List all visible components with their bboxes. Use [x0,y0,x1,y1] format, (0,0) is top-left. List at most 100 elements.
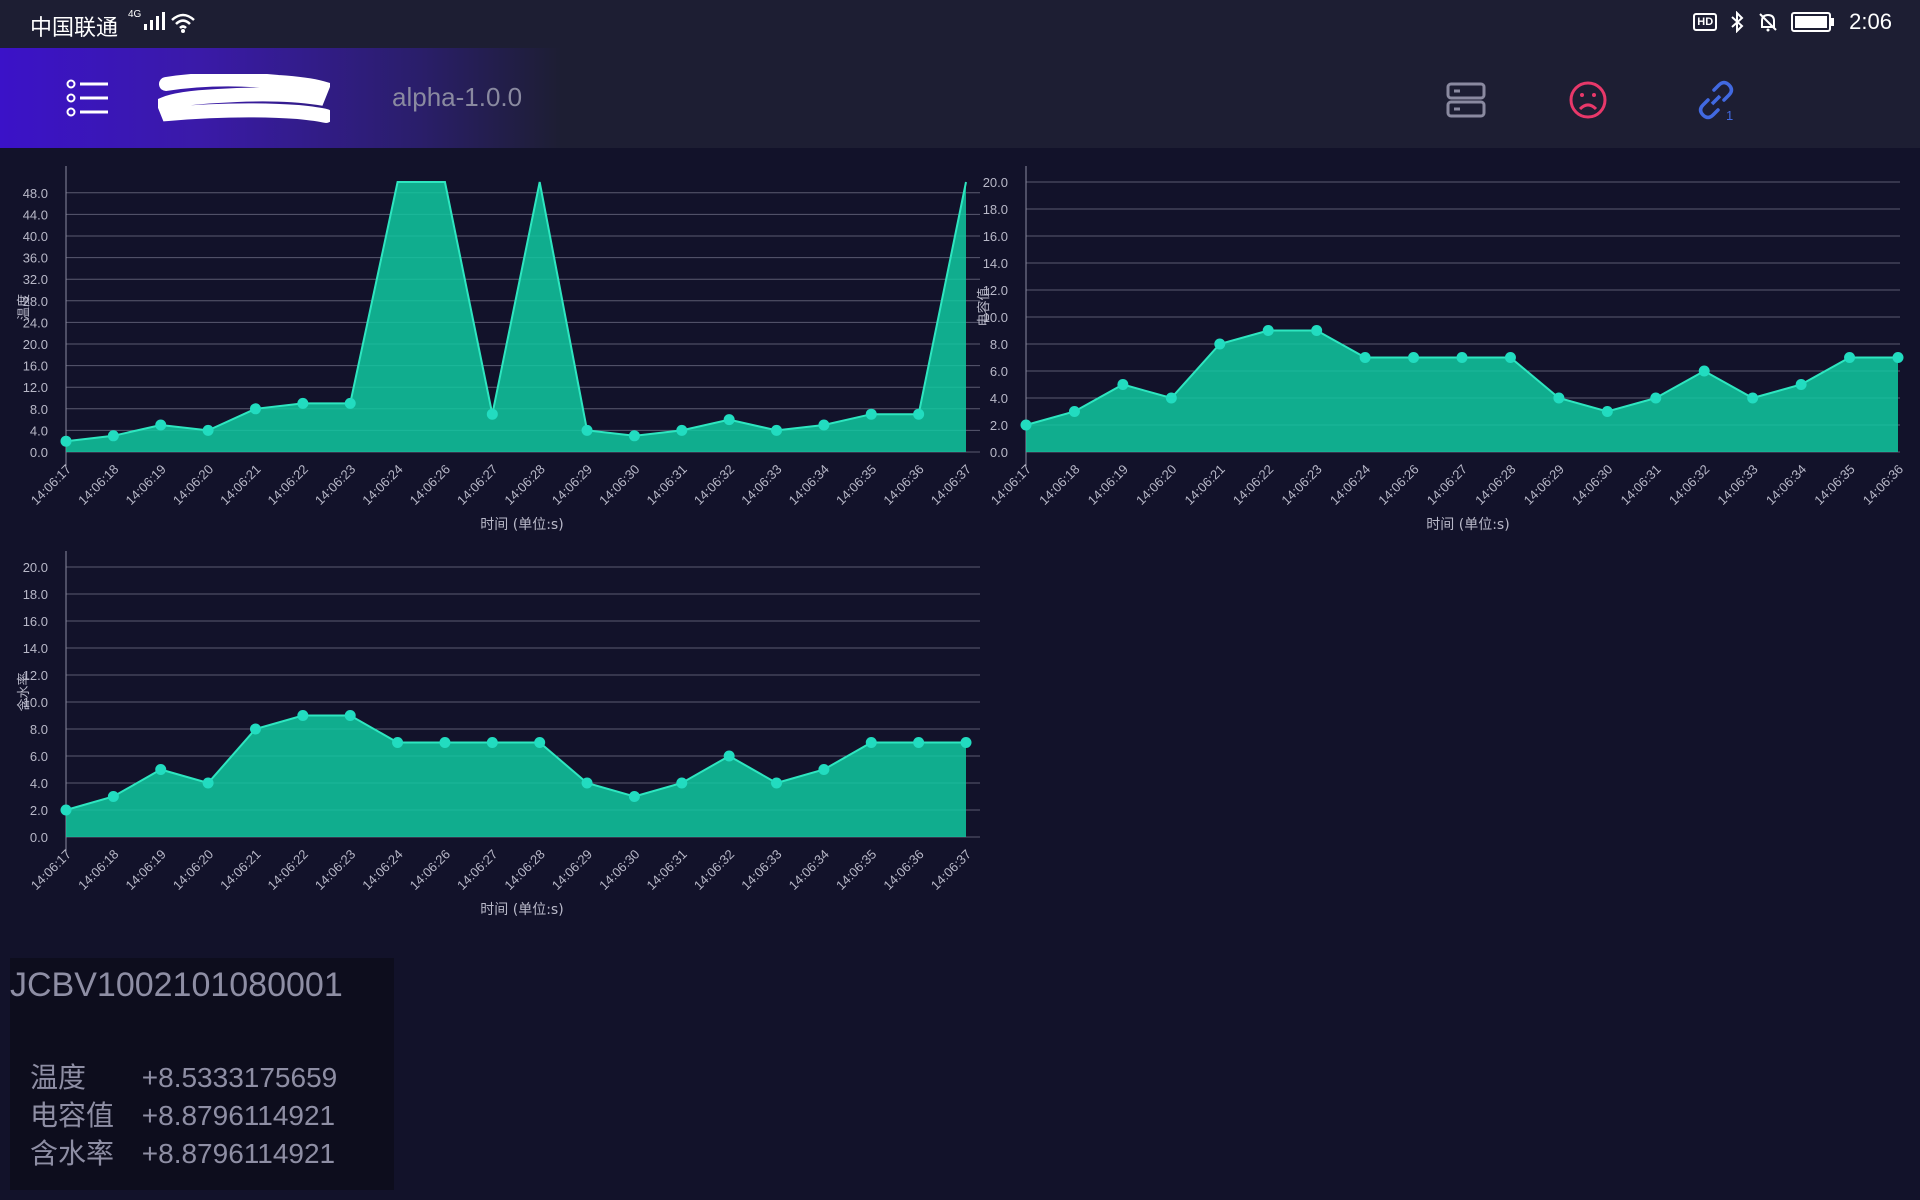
x-axis-title: 时间 (单位:s) [480,902,563,918]
y-tick-label: 2.0 [30,803,48,818]
link-count: 1 [1726,108,1733,122]
data-point [818,764,830,775]
x-tick-label: 14:06:18 [75,462,121,508]
x-tick-label: 14:06:28 [1472,462,1518,508]
x-tick-label: 14:06:20 [170,462,216,508]
x-tick-label: 14:06:27 [454,462,500,508]
x-tick-label: 14:06:17 [988,462,1034,508]
x-tick-label: 14:06:19 [1085,462,1131,508]
data-point [628,791,640,802]
y-tick-label: 20.0 [23,560,48,575]
x-tick-label: 14:06:34 [786,847,832,893]
data-point [202,777,214,789]
x-tick-label: 14:06:21 [217,847,263,893]
reading-value: +8.5333175659 [141,1062,338,1093]
x-tick-label: 14:06:23 [312,462,358,508]
clock: 2:06 [1849,9,1892,34]
y-tick-label: 24.0 [23,315,48,330]
server-icon[interactable] [1444,78,1488,122]
x-tick-label: 14:06:33 [1714,462,1760,508]
y-axis-label: 温度 [16,294,32,320]
data-point [392,737,404,748]
app-header: alpha-1.0.0 1 [0,48,1920,148]
menu-icon[interactable] [66,76,112,120]
y-axis-label: 电容值 [976,287,992,326]
x-tick-label: 14:06:21 [1182,462,1228,508]
chart-svg: 0.0 2.0 4.0 6.0 8.0 10.0 12.0 14.0 16.0 18.0 20.0 含… [16,551,980,918]
data-point [249,723,261,735]
y-tick-label: 8.0 [990,337,1008,352]
reading-row-capacitance: 电容值 +8.8796114921 [30,1094,335,1134]
x-tick-label: 14:06:29 [549,462,595,508]
data-point [1747,392,1759,404]
x-tick-label: 14:06:30 [596,462,642,508]
device-info-panel: JCBV1002101080001 温度 +8.5333175659 电容值 +… [10,958,394,1190]
data-point [1504,352,1516,363]
x-tick-label: 14:06:26 [407,847,453,893]
y-tick-label: 0.0 [990,445,1008,460]
data-point [297,710,309,721]
reading-row-moisture: 含水率 +8.8796114921 [30,1132,335,1172]
x-tick-label: 14:06:17 [28,847,74,893]
data-point [581,424,593,436]
y-axis-label: 含水率 [16,672,32,711]
link-icon[interactable]: 1 [1694,78,1738,122]
data-point [581,777,593,789]
data-point [486,737,498,748]
y-tick-label: 8.0 [30,722,48,737]
data-point [1698,365,1710,377]
data-point [1262,325,1274,336]
x-tick-label: 14:06:19 [122,847,168,893]
x-tick-label: 14:06:31 [1618,462,1664,508]
reading-label: 温度 [30,1062,87,1093]
y-tick-label: 20.0 [983,175,1008,190]
x-tick-label: 14:06:23 [1278,462,1324,508]
y-tick-label: 10.0 [23,695,48,710]
y-tick-label: 4.0 [30,776,48,791]
data-point [1359,352,1371,363]
x-tick-label: 14:06:21 [217,462,263,508]
x-tick-label: 14:06:30 [1569,462,1615,508]
network-type: 4G [128,9,142,20]
x-tick-label: 14:06:22 [265,847,311,893]
y-tick-label: 12.0 [983,283,1008,298]
reading-value: +8.8796114921 [141,1100,336,1131]
y-tick-label: 8.0 [30,402,48,417]
y-tick-label: 18.0 [23,587,48,602]
x-tick-label: 14:06:35 [1811,462,1857,508]
y-tick-label: 18.0 [983,202,1008,217]
x-tick-label: 14:06:28 [501,847,547,893]
y-tick-label: 20.0 [23,337,48,352]
y-tick-label: 4.0 [990,391,1008,406]
x-tick-label: 14:06:32 [691,847,737,893]
data-point [344,397,356,409]
data-point [865,408,877,420]
data-point [155,764,167,775]
sad-face-icon[interactable] [1566,78,1610,122]
x-tick-label: 14:06:18 [75,847,121,893]
data-point [1456,352,1468,363]
x-tick-label: 14:06:28 [501,462,547,508]
capacitance-chart: 0.0 2.0 4.0 6.0 8.0 10.0 12.0 14.0 16.0 18.0 20.0 电… [960,152,1920,533]
x-tick-label: 14:06:34 [786,462,832,508]
x-tick-label: 14:06:33 [738,847,784,893]
data-point [107,791,119,802]
y-tick-label: 16.0 [23,359,48,374]
moisture-chart: 0.0 2.0 4.0 6.0 8.0 10.0 12.0 14.0 16.0 18.0 20.0 含… [0,537,980,918]
data-point [249,403,261,415]
x-tick-label: 14:06:32 [691,462,737,508]
bell-off-icon [1759,13,1777,32]
y-tick-label: 36.0 [23,251,48,266]
reading-label: 含水率 [30,1138,115,1169]
area-fill [1026,330,1898,452]
x-tick-label: 14:06:31 [644,847,690,893]
data-point [107,430,119,442]
app-version: alpha-1.0.0 [392,82,523,112]
y-tick-label: 2.0 [990,418,1008,433]
data-point [202,424,214,436]
data-point [534,737,546,748]
y-tick-label: 12.0 [23,380,48,395]
data-point [1214,338,1226,350]
data-point [865,737,877,748]
data-point [676,424,688,436]
